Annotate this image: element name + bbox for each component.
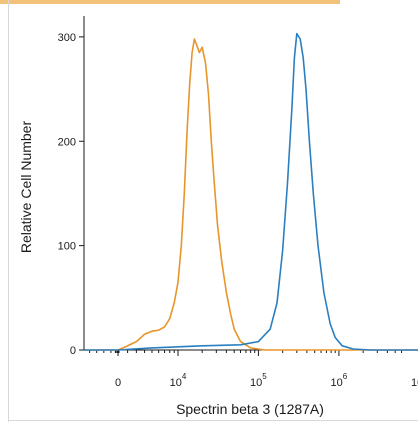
x-tick-exponent: 5 [262, 372, 267, 381]
y-tick-label: 300 [58, 32, 76, 44]
frame-bottom-edge [8, 420, 418, 421]
x-tick-label: 0 [115, 377, 121, 389]
top-border-strip [0, 0, 340, 4]
frame-left-edge [8, 0, 9, 422]
x-tick-base: 10 [411, 377, 418, 389]
x-tick-exponent: 4 [182, 372, 187, 381]
x-tick-base: 10 [170, 377, 182, 389]
x-tick-label: 107 [411, 372, 418, 389]
histogram-curves [84, 32, 418, 351]
y-tick-label: 0 [70, 345, 76, 357]
x-tick-base: 0 [115, 377, 121, 389]
y-axis-title: Relative Cell Number [18, 121, 34, 254]
y-tick-label: 200 [58, 136, 76, 148]
x-tick-label: 104 [170, 372, 187, 389]
x-tick-base: 10 [331, 377, 343, 389]
x-tick-label: 105 [250, 372, 267, 389]
x-tick-base: 10 [250, 377, 262, 389]
axes: 01002003000104105106107 [58, 16, 418, 389]
histogram-series-2 [84, 32, 418, 351]
x-tick-exponent: 6 [343, 372, 348, 381]
x-axis-title: Spectrin beta 3 (1287A) [176, 401, 324, 417]
y-tick-label: 100 [58, 241, 76, 253]
axis-labels: Spectrin beta 3 (1287A) Relative Cell Nu… [18, 121, 324, 417]
histogram-series-1 [84, 38, 418, 351]
x-tick-label: 106 [331, 372, 348, 389]
